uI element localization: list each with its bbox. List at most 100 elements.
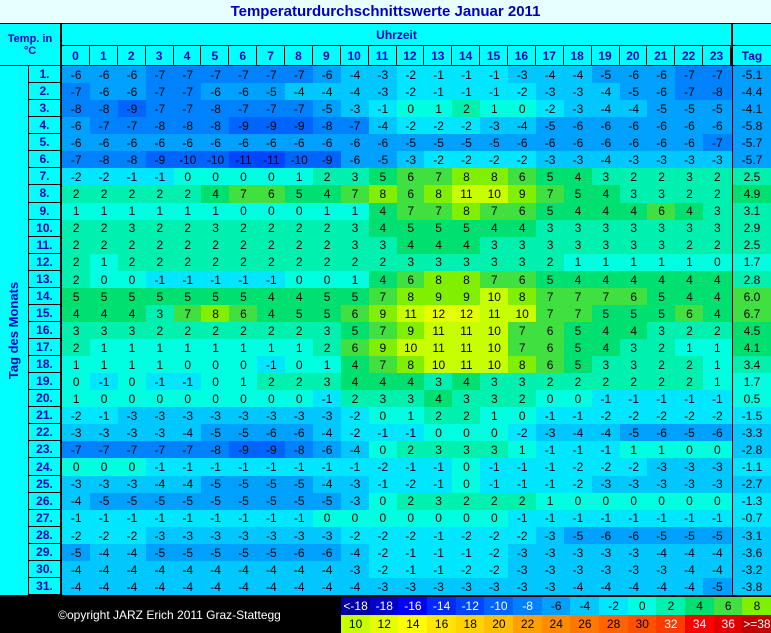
cell: -3 — [89, 424, 119, 442]
cell: -7 — [173, 100, 202, 118]
cell: 2 — [173, 253, 202, 272]
hour-label: 23 — [703, 46, 730, 65]
cell: -1 — [396, 458, 425, 477]
cell: -7 — [285, 100, 314, 118]
cell: 2 — [62, 236, 91, 255]
cell: 8 — [508, 356, 537, 374]
cell: 4 — [675, 270, 704, 289]
day-label: 15. — [29, 304, 60, 322]
cell: -1 — [424, 526, 453, 545]
cell: 4 — [647, 270, 676, 289]
avg-cell: -2.7 — [733, 475, 771, 494]
cell: 1 — [229, 373, 258, 391]
cell: -6 — [117, 66, 147, 84]
day-label: 22. — [29, 424, 60, 442]
cell: -4 — [89, 560, 119, 579]
cell: 0 — [340, 509, 370, 528]
cell: 6 — [619, 287, 648, 306]
cell: -5 — [647, 100, 676, 118]
cell: 2 — [591, 373, 620, 391]
cell: -3 — [173, 407, 202, 425]
cell: -3 — [535, 83, 565, 101]
cell: 4 — [563, 168, 593, 186]
hour-label: 16 — [508, 46, 535, 65]
avg-label: Tag — [733, 46, 771, 65]
cell: -3 — [619, 475, 648, 494]
cell: 6 — [508, 270, 537, 289]
legend-item: 36 — [713, 615, 743, 633]
cell: -6 — [89, 83, 119, 101]
cell: 2 — [285, 321, 314, 340]
cell: -2 — [591, 458, 620, 477]
cell: -8 — [89, 100, 119, 118]
cell: -9 — [257, 441, 286, 459]
cell: 6 — [340, 304, 370, 323]
cell: 2 — [201, 321, 230, 340]
cell: 2 — [619, 373, 648, 391]
cell: 3 — [480, 236, 509, 255]
cell: 2 — [312, 339, 342, 357]
cell: -5 — [591, 66, 620, 84]
cell: 7 — [368, 356, 397, 374]
cell: -5 — [619, 424, 648, 442]
cell: 2 — [89, 236, 119, 255]
cell: -2 — [396, 66, 425, 84]
cell: 3 — [424, 492, 453, 511]
cell: 2 — [117, 236, 147, 255]
cell: -1 — [257, 509, 286, 528]
cell: 5 — [340, 321, 370, 340]
cell: 1 — [257, 339, 286, 357]
cell: 11 — [424, 339, 453, 357]
cell: -6 — [312, 441, 342, 459]
cell: 8 — [452, 202, 481, 221]
cell: -1 — [396, 424, 425, 442]
cell: -7 — [145, 66, 174, 84]
cell: -4 — [591, 151, 620, 169]
cell: 0 — [368, 441, 397, 459]
cell: -1 — [480, 458, 509, 477]
cell: 1 — [89, 356, 119, 374]
cell: -3 — [591, 560, 620, 579]
cell: 9 — [368, 339, 397, 357]
cell: -7 — [62, 83, 91, 101]
cell: 2 — [257, 373, 286, 391]
cell: -4 — [563, 577, 593, 596]
cell: 2 — [508, 492, 537, 511]
cell: -1 — [145, 458, 174, 477]
cell: -4 — [703, 543, 732, 562]
cell: 4 — [368, 202, 397, 221]
day-label: 24. — [29, 458, 60, 476]
cell: 3 — [117, 321, 147, 340]
cell: -6 — [201, 83, 230, 101]
cell: -3 — [563, 560, 593, 579]
cell: 2 — [229, 219, 258, 238]
cell: -3 — [340, 100, 370, 118]
cell: 1 — [145, 202, 174, 221]
cell: -3 — [675, 151, 704, 169]
cell: 2 — [535, 253, 565, 272]
cell: 1 — [703, 373, 732, 391]
cell: -5 — [62, 543, 91, 562]
cell: -4 — [145, 560, 174, 579]
cell: 2 — [675, 236, 704, 255]
cell: -6 — [619, 134, 648, 152]
copyright: ©opyright JARZ Erich 2011 Graz-Stattegg — [0, 597, 339, 633]
cell: 11 — [396, 304, 425, 323]
cell: -3 — [201, 407, 230, 425]
cell: -3 — [117, 424, 147, 442]
cell: 2 — [675, 356, 704, 374]
cell: 2 — [201, 253, 230, 272]
cell: 0 — [675, 492, 704, 511]
cell: -1 — [535, 475, 565, 494]
cell: 0 — [703, 253, 732, 272]
cell: 2 — [285, 236, 314, 255]
cell: 4 — [563, 270, 593, 289]
cell: -1 — [173, 458, 202, 477]
cell: -6 — [257, 424, 286, 442]
cell: -1 — [452, 66, 481, 84]
cell: -4 — [173, 577, 202, 596]
cell: 5 — [424, 219, 453, 238]
cell: -6 — [591, 526, 620, 545]
cell: 3 — [508, 373, 537, 391]
cell: 7 — [563, 304, 593, 323]
